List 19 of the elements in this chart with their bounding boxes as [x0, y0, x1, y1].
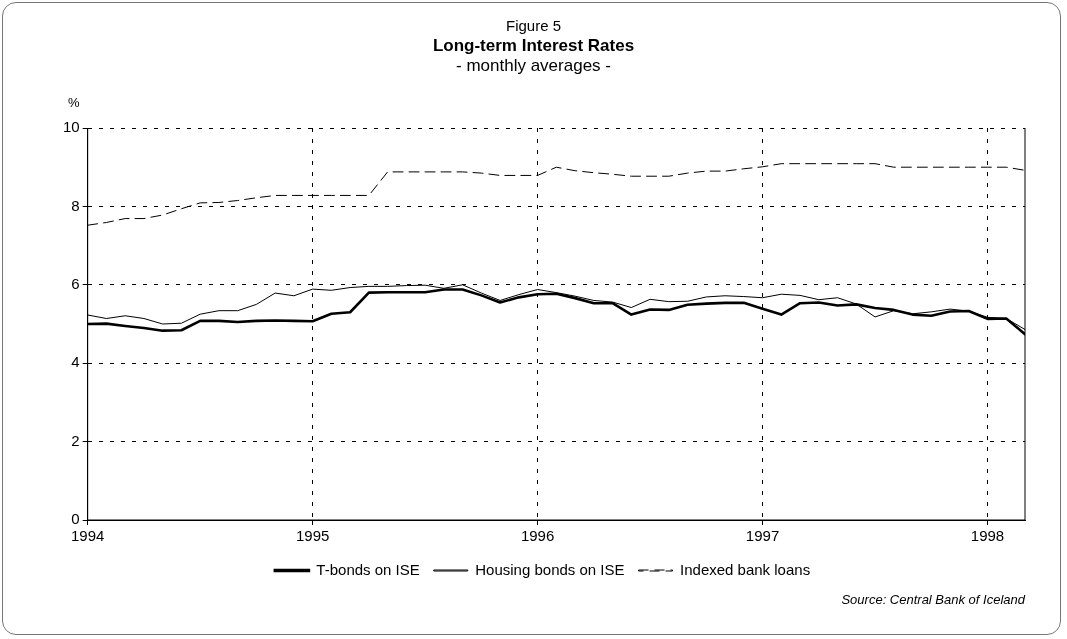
y-tick-label: 6: [71, 274, 80, 292]
y-axis-title: %: [67, 95, 80, 111]
source-note: Source: Central Bank of Iceland: [841, 592, 1025, 607]
caption: Figure 5: [505, 17, 562, 34]
y-tick-label: 2: [71, 431, 80, 449]
y-tick-label: 0: [71, 510, 80, 528]
chart-subtitle: - monthly averages -: [455, 56, 612, 76]
y-tick-label: 8: [71, 196, 80, 214]
x-tick-label: 1996: [520, 527, 555, 545]
legend-label: Housing bonds on ISE: [475, 560, 625, 578]
x-tick-label: 1997: [745, 527, 780, 545]
legend-label: Indexed bank loans: [680, 560, 811, 578]
y-tick-label: 10: [63, 118, 80, 136]
x-tick-label: 1994: [71, 527, 105, 545]
x-tick-label: 1998: [970, 527, 1005, 545]
x-tick-label: 1995: [295, 527, 330, 545]
legend-label: T-bonds on ISE: [316, 560, 420, 578]
y-tick-label: 4: [71, 353, 80, 371]
chart-title: Long-term Interest Rates: [431, 36, 636, 56]
